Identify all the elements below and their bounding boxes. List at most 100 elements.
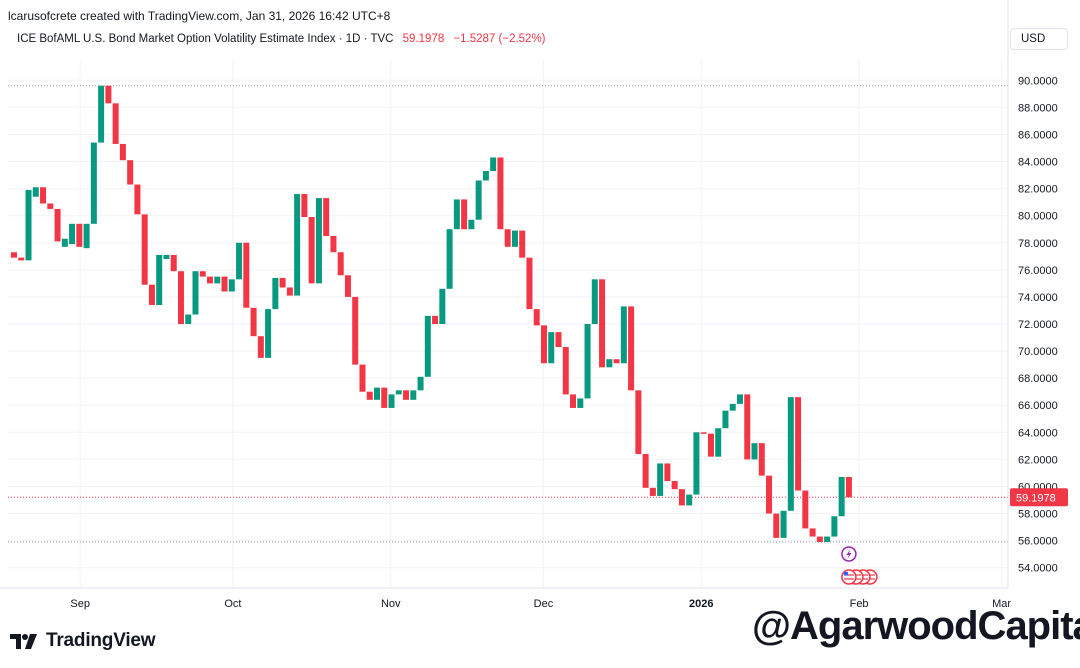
candle-down[interactable] [352, 296, 359, 365]
candle-down[interactable] [366, 391, 373, 400]
candle-down[interactable] [134, 184, 141, 215]
candle-up[interactable] [693, 432, 700, 495]
candle-down[interactable] [845, 476, 852, 498]
candle-up[interactable] [686, 494, 693, 506]
candle-down[interactable] [323, 198, 330, 236]
candle-down[interactable] [18, 257, 25, 261]
candle-up[interactable] [388, 394, 395, 408]
candle-down[interactable] [795, 397, 802, 491]
candle-down[interactable] [555, 332, 562, 348]
candle-down[interactable] [207, 276, 214, 284]
candle-down[interactable] [802, 490, 809, 529]
candle-down[interactable] [700, 432, 707, 434]
candle-down[interactable] [816, 536, 823, 542]
candle-down[interactable] [432, 315, 439, 324]
candle-down[interactable] [649, 487, 656, 496]
candle-up[interactable] [780, 510, 787, 538]
candle-up[interactable] [61, 238, 68, 247]
candle-up[interactable] [751, 443, 758, 460]
candle-down[interactable] [562, 347, 569, 395]
candle-down[interactable] [497, 157, 504, 230]
tradingview-logo[interactable]: TradingView [10, 630, 156, 652]
symbol-legend[interactable]: ICE BofAML U.S. Bond Market Option Volat… [17, 33, 546, 45]
event-markers[interactable] [841, 546, 878, 585]
candle-down[interactable] [344, 275, 351, 297]
candle-down[interactable] [76, 223, 83, 247]
candle-up[interactable] [25, 189, 32, 261]
candle-down[interactable] [47, 203, 54, 209]
candle-up[interactable] [32, 187, 39, 197]
candle-up[interactable] [439, 288, 446, 324]
candle-up[interactable] [511, 230, 518, 247]
candle-up[interactable] [417, 376, 424, 391]
candle-down[interactable] [758, 443, 765, 476]
candle-up[interactable] [192, 271, 199, 315]
candle-up[interactable] [294, 194, 301, 296]
candle-up[interactable] [657, 463, 664, 496]
candle-down[interactable] [671, 481, 678, 490]
candle-up[interactable] [722, 410, 729, 429]
candle-down[interactable] [381, 387, 388, 408]
candle-up[interactable] [156, 254, 163, 306]
candle-down[interactable] [40, 187, 47, 204]
candle-down[interactable] [642, 453, 649, 488]
candle-up[interactable] [214, 276, 221, 284]
candle-up[interactable] [606, 359, 613, 368]
candle-down[interactable] [279, 277, 286, 288]
candle-down[interactable] [570, 394, 577, 408]
candle-down[interactable] [359, 364, 366, 392]
candle-up[interactable] [787, 397, 794, 511]
currency-button[interactable]: USD [1010, 28, 1068, 50]
time-axis[interactable]: Sep Oct Nov Dec 2026 Feb Mar [0, 587, 1011, 610]
candle-down[interactable] [766, 475, 773, 514]
candle-up[interactable] [236, 242, 243, 280]
candles[interactable] [11, 85, 852, 542]
candle-up[interactable] [83, 223, 90, 249]
candle-up[interactable] [591, 279, 598, 324]
candle-down[interactable] [148, 284, 155, 306]
candle-down[interactable] [533, 309, 540, 326]
candle-up[interactable] [424, 315, 431, 377]
candle-up[interactable] [163, 254, 170, 260]
candle-up[interactable] [620, 306, 627, 364]
candle-down[interactable] [119, 143, 126, 161]
candle-down[interactable] [613, 359, 620, 364]
candle-down[interactable] [243, 242, 250, 308]
candle-up[interactable] [315, 198, 322, 284]
candle-down[interactable] [330, 236, 337, 253]
candle-down[interactable] [199, 271, 206, 277]
candle-down[interactable] [141, 214, 148, 285]
candle-up[interactable] [475, 180, 482, 220]
candle-up[interactable] [395, 390, 402, 395]
candle-down[interactable] [221, 276, 228, 292]
candle-up[interactable] [548, 332, 555, 364]
candle-down[interactable] [526, 257, 533, 310]
candle-down[interactable] [461, 199, 468, 230]
candle-up[interactable] [453, 199, 460, 230]
candle-down[interactable] [301, 194, 308, 218]
candle-up[interactable] [90, 142, 97, 224]
candle-up[interactable] [824, 536, 831, 542]
candle-down[interactable] [809, 528, 816, 537]
candle-up[interactable] [374, 387, 380, 400]
candle-up[interactable] [468, 219, 475, 230]
candle-down[interactable] [664, 463, 671, 482]
candle-down[interactable] [403, 390, 410, 400]
candle-down[interactable] [337, 252, 344, 276]
candle-up[interactable] [272, 277, 279, 310]
candle-down[interactable] [707, 433, 714, 457]
candle-down[interactable] [11, 252, 17, 258]
candle-up[interactable] [737, 394, 743, 404]
candle-down[interactable] [250, 307, 257, 337]
candle-down[interactable] [308, 217, 315, 284]
candle-down[interactable] [678, 489, 685, 506]
candle-up[interactable] [838, 476, 845, 517]
candle-down[interactable] [54, 208, 61, 242]
candle-up[interactable] [265, 309, 272, 358]
candle-down[interactable] [540, 325, 547, 364]
candle-up[interactable] [482, 171, 489, 181]
candle-up[interactable] [69, 223, 76, 245]
candle-up[interactable] [715, 428, 722, 457]
candle-up[interactable] [729, 403, 736, 411]
candle-down[interactable] [177, 271, 184, 324]
